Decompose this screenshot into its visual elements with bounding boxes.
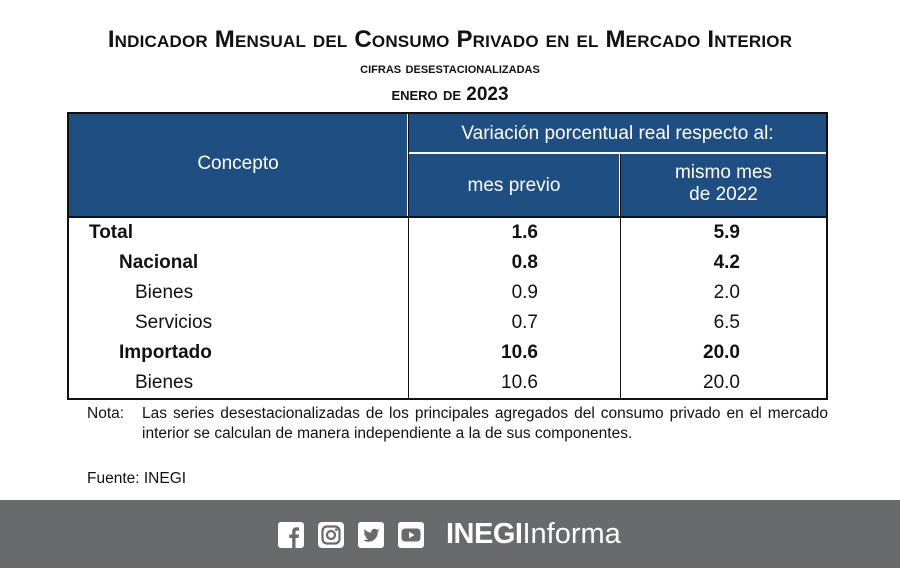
data-table: Concepto Variación porcentual real respe… [67, 112, 828, 400]
table-row: Bienes 0.9 2.0 [69, 278, 826, 308]
cell-mes-previo: 0.7 [511, 312, 538, 333]
instagram-icon[interactable] [318, 522, 344, 548]
note-label: Nota: [87, 405, 125, 422]
note-text: Las series desestacionalizadas de los pr… [142, 405, 828, 442]
cell-mes-previo: 1.6 [511, 222, 538, 243]
period-label: enero de 2023 [391, 84, 509, 105]
row-label: Nacional [119, 252, 199, 273]
source-label: Fuente: INEGI [87, 470, 187, 487]
header-mismo-mes-line1: mismo mes [674, 162, 773, 183]
column-divider [620, 154, 621, 398]
table-row: Total 1.6 5.9 [69, 218, 826, 248]
header-divider [409, 152, 826, 154]
row-label: Importado [119, 342, 212, 363]
cell-mes-previo: 10.6 [501, 342, 538, 363]
header-variacion: Variación porcentual real respecto al: [409, 114, 826, 152]
youtube-icon[interactable] [398, 522, 424, 548]
header-mismo-mes: mismo mes de 2022 [621, 154, 826, 216]
cell-mismo-mes: 2.0 [713, 282, 740, 303]
cell-mes-previo: 0.8 [511, 252, 538, 273]
table-row: Servicios 0.7 6.5 [69, 308, 826, 338]
header-mes-previo: mes previo [409, 154, 619, 216]
header-bottom-rule [69, 216, 826, 218]
facebook-icon[interactable] [278, 522, 304, 548]
cell-mes-previo: 10.6 [501, 372, 538, 393]
row-label: Bienes [135, 372, 194, 393]
brand-informa: Informa [522, 518, 621, 550]
row-label: Total [89, 222, 133, 243]
table-row: Importado 10.6 20.0 [69, 338, 826, 368]
row-label: Bienes [135, 282, 194, 303]
column-divider [408, 114, 409, 398]
cell-mismo-mes: 20.0 [703, 342, 740, 363]
page-subtitle: cifras desestacionalizadas [360, 60, 540, 77]
table-row: Nacional 0.8 4.2 [69, 248, 826, 278]
row-label: Servicios [135, 312, 213, 333]
table-row: Bienes 10.6 20.0 [69, 368, 826, 398]
cell-mismo-mes: 4.2 [713, 252, 740, 273]
brand-inegi: INEGI [446, 518, 523, 550]
inegi-informa-logo: INEGIInforma [446, 516, 621, 552]
header-mismo-mes-line2: de 2022 [689, 184, 758, 205]
cell-mismo-mes: 6.5 [713, 312, 740, 333]
cell-mes-previo: 0.9 [511, 282, 538, 303]
cell-mismo-mes: 5.9 [713, 222, 740, 243]
header-concepto: Concepto [69, 114, 407, 216]
twitter-icon[interactable] [358, 522, 384, 548]
page-title: Indicador Mensual del Consumo Privado en… [107, 26, 793, 53]
footer-bar: INEGIInforma [0, 500, 900, 568]
cell-mismo-mes: 20.0 [703, 372, 740, 393]
